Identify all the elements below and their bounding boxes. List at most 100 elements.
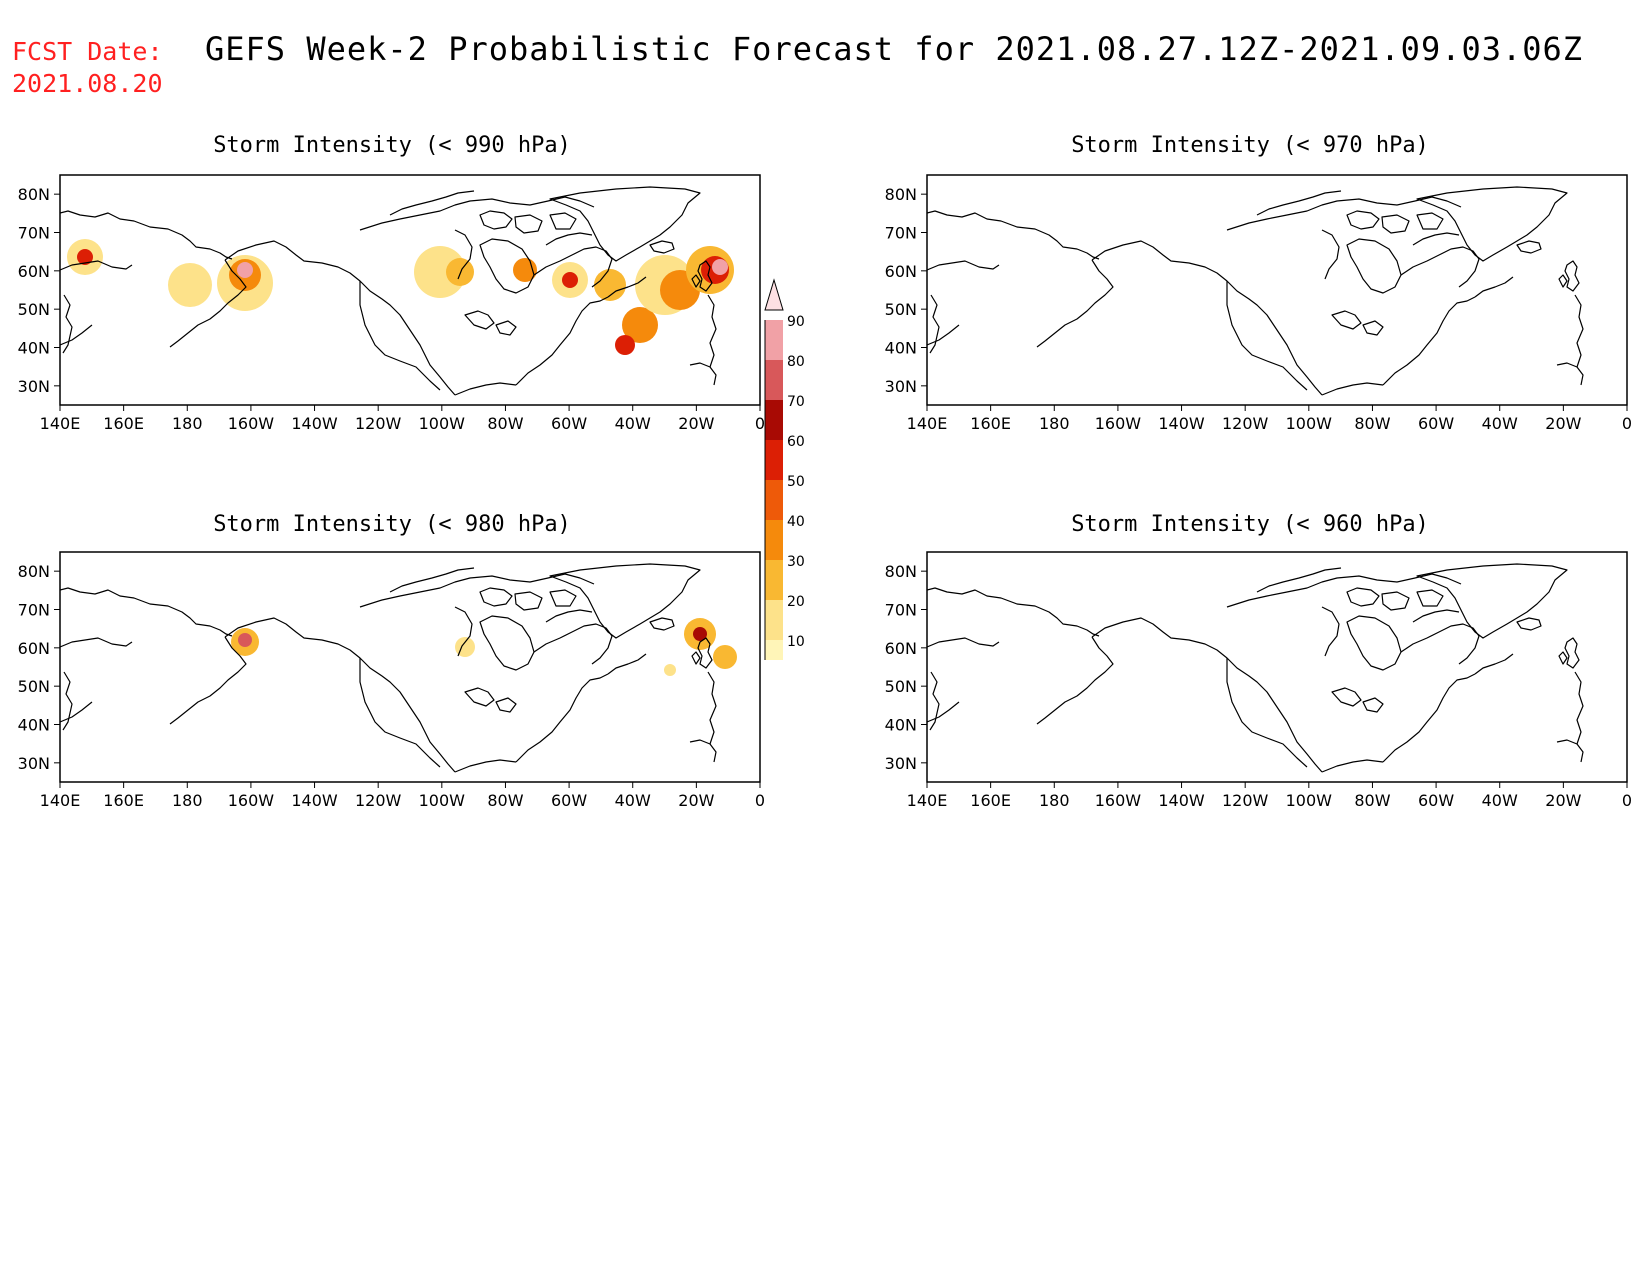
probability-cell [238, 633, 252, 647]
colorbar-label: 40 [787, 514, 805, 530]
probability-cell [615, 335, 635, 355]
probability-cell [713, 645, 737, 669]
colorbar-label: 50 [787, 474, 805, 490]
lon-tick-label: 140W [1158, 791, 1205, 810]
colorbar-label: 30 [787, 554, 805, 570]
lat-tick-label: 70N [885, 601, 917, 620]
lat-tick-label: 60N [885, 639, 917, 658]
panel-title-970: Storm Intensity (< 970 hPa) [1071, 133, 1429, 158]
colorbar-segment [765, 480, 783, 520]
map-frame [59, 551, 761, 783]
lat-tick-label: 50N [885, 677, 917, 696]
lon-tick-label: 40W [615, 791, 651, 810]
probability-cell [168, 263, 212, 307]
lat-tick-label: 30N [18, 754, 50, 773]
lon-tick-label: 180 [1039, 791, 1070, 810]
lon-tick-label: 140W [291, 414, 338, 433]
lon-tick-label: 60W [551, 414, 587, 433]
colorbar-segment [765, 320, 783, 360]
probability-cell [455, 637, 475, 657]
lon-tick-label: 180 [1039, 414, 1070, 433]
lon-tick-label: 60W [1418, 791, 1454, 810]
probability-cell [712, 259, 728, 275]
lon-tick-label: 140E [907, 791, 948, 810]
map-frame [59, 174, 761, 406]
map-panel: 140E 160E 180 160W 140W 120W 100W 80W 60W 40W 20W 0… [885, 174, 1632, 433]
probability-cell [237, 262, 253, 278]
lon-tick-label: 20W [1545, 414, 1581, 433]
lat-tick-label: 50N [885, 300, 917, 319]
lon-tick-label: 160W [1095, 791, 1142, 810]
lat-tick-label: 40N [885, 716, 917, 735]
lon-tick-label: 0 [1622, 414, 1632, 433]
panel-title-980: Storm Intensity (< 980 hPa) [213, 512, 571, 537]
lat-tick-label: 30N [885, 377, 917, 396]
lon-tick-label: 160E [970, 791, 1011, 810]
lon-tick-label: 80W [487, 791, 523, 810]
lat-tick-label: 30N [18, 377, 50, 396]
panel-title-960: Storm Intensity (< 960 hPa) [1071, 512, 1429, 537]
lat-tick-label: 40N [18, 339, 50, 358]
fcst-date-caption: FCST Date: [12, 37, 163, 66]
lon-tick-label: 0 [755, 414, 765, 433]
lat-tick-label: 80N [885, 185, 917, 204]
probability-cell [594, 269, 626, 301]
lon-tick-label: 20W [1545, 791, 1581, 810]
lat-tick-label: 50N [18, 300, 50, 319]
map-panel: 140E 160E 180 160W 140W 120W 100W 80W 60W 40W 20W 0… [885, 551, 1632, 810]
lon-tick-label: 80W [1354, 414, 1390, 433]
lon-tick-label: 160W [228, 414, 275, 433]
lon-tick-label: 120W [355, 414, 402, 433]
colorbar-label: 60 [787, 434, 805, 450]
colorbar-segment [765, 520, 783, 560]
probability-cell [77, 249, 93, 265]
coastline [927, 563, 1584, 773]
map-frame [926, 551, 1628, 783]
lat-tick-label: 60N [18, 639, 50, 658]
lon-tick-label: 160W [228, 791, 275, 810]
probability-cell [562, 272, 578, 288]
lon-tick-label: 140W [291, 791, 338, 810]
lat-tick-label: 40N [885, 339, 917, 358]
lon-tick-label: 80W [487, 414, 523, 433]
lon-tick-label: 20W [678, 791, 714, 810]
page-title: GEFS Week-2 Probabilistic Forecast for 2… [205, 30, 1584, 68]
lon-tick-label: 160E [103, 791, 144, 810]
lon-tick-label: 40W [1482, 791, 1518, 810]
map-panel: 140E 160E 180 160W 140W 120W 100W 80W 60W 40W 20W 0… [18, 174, 765, 433]
lon-tick-label: 40W [615, 414, 651, 433]
lon-tick-label: 60W [1418, 414, 1454, 433]
lat-tick-label: 30N [885, 754, 917, 773]
map-frame [926, 174, 1628, 406]
lon-tick-label: 20W [678, 414, 714, 433]
colorbar-label: 70 [787, 394, 805, 410]
colorbar-label: 10 [787, 634, 805, 650]
lat-tick-label: 70N [18, 601, 50, 620]
probability-cell [693, 627, 707, 641]
colorbar-segment [765, 600, 783, 640]
panel-title-990: Storm Intensity (< 990 hPa) [213, 133, 571, 158]
lon-tick-label: 0 [1622, 791, 1632, 810]
colorbar-label: 90 [787, 314, 805, 330]
lon-tick-label: 100W [1286, 414, 1333, 433]
lon-tick-label: 140W [1158, 414, 1205, 433]
lon-tick-label: 100W [1286, 791, 1333, 810]
probability-cell [664, 664, 676, 676]
lat-tick-label: 70N [18, 224, 50, 243]
lat-tick-label: 50N [18, 677, 50, 696]
colorbar-label: 20 [787, 594, 805, 610]
map-panel: 140E 160E 180 160W 140W 120W 100W 80W 60W 40W 20W 0… [18, 551, 765, 810]
maps-canvas: 140E 160E 180 160W 140W 120W 100W 80W 60W 40W 20W 0… [18, 174, 1632, 810]
lon-tick-label: 100W [419, 414, 466, 433]
lat-tick-label: 60N [18, 262, 50, 281]
lon-tick-label: 180 [172, 414, 203, 433]
lat-tick-label: 40N [18, 716, 50, 735]
lon-tick-label: 60W [551, 791, 587, 810]
colorbar-segment [765, 400, 783, 440]
forecast-date-label: FCST Date: 2021.08.20 [12, 36, 163, 100]
fcst-date-value: 2021.08.20 [12, 69, 163, 98]
colorbar-arrow [764, 278, 784, 311]
lon-tick-label: 120W [1222, 414, 1269, 433]
lat-tick-label: 80N [18, 562, 50, 581]
coastline [60, 563, 717, 773]
